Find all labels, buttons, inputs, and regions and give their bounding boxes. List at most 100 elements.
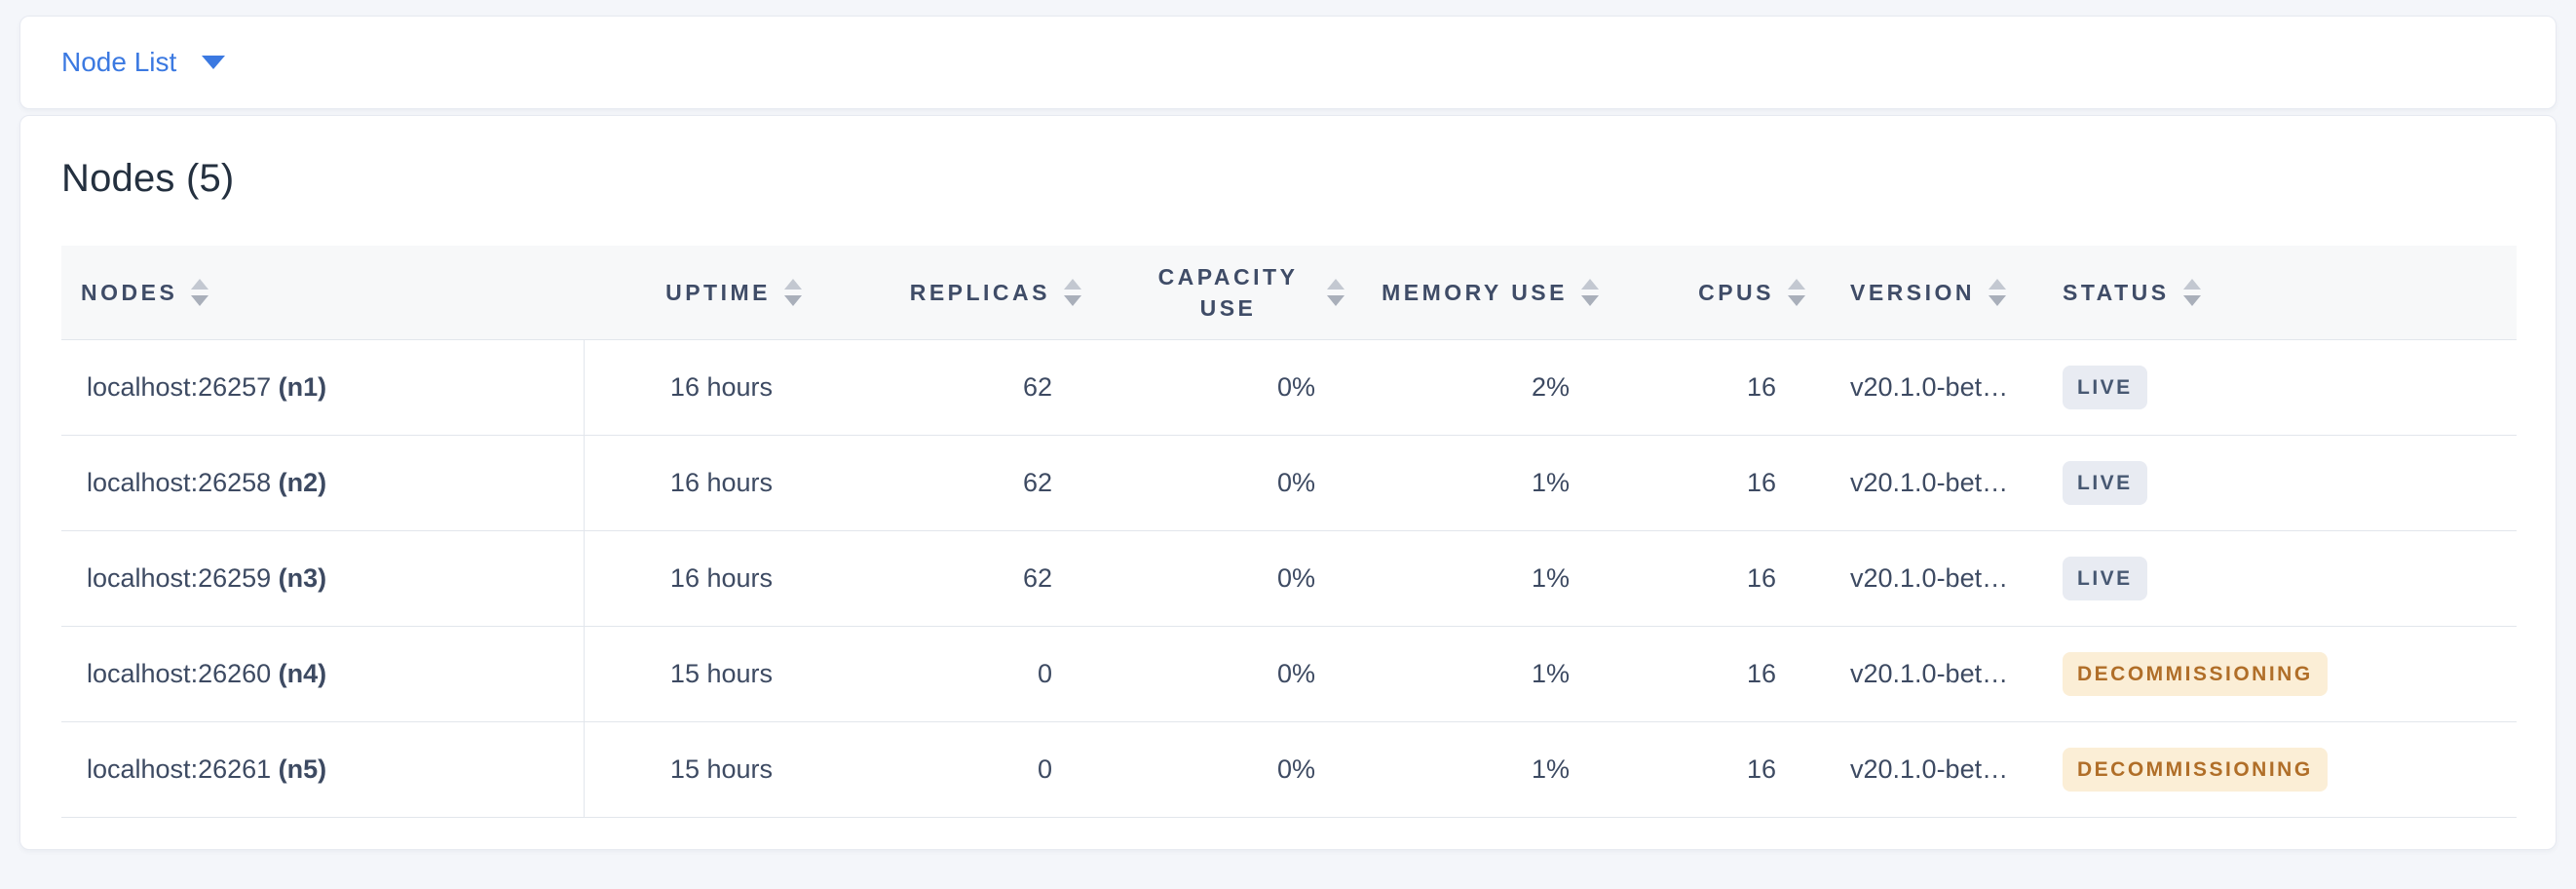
sort-ascending-icon: [191, 279, 209, 290]
node-address-cell: localhost:26257 (n1): [61, 340, 585, 436]
sort-descending-icon: [1064, 295, 1081, 306]
column-header-content: MEMORY USE: [1345, 279, 1599, 306]
node-row[interactable]: localhost:26257 (n1) 16 hours 62 0% 2% 16 v20.…: [61, 340, 2517, 436]
sort-icon[interactable]: [1327, 279, 1345, 306]
sort-descending-icon: [1788, 295, 1805, 306]
node-replicas-cell: 62: [802, 531, 1081, 627]
node-version-cell: v20.1.0-bet…: [1805, 531, 2051, 627]
status-badge: DECOMMISSIONING: [2063, 652, 2328, 696]
column-header-replicas[interactable]: REPLICAS: [802, 246, 1081, 340]
node-uptime-cell: 16 hours: [585, 436, 802, 531]
column-header-label: CPUS: [1698, 279, 1774, 305]
sort-icon[interactable]: [1788, 279, 1805, 306]
node-memory-use-cell: 2%: [1345, 340, 1599, 436]
column-header-uptime[interactable]: UPTIME: [585, 246, 802, 340]
column-header-label: VERSION: [1850, 279, 1976, 305]
table-header: NODES UPTIME REPLICAS CAPACITY USE MEMORY US…: [61, 246, 2517, 340]
sort-descending-icon: [1327, 295, 1345, 306]
column-header-memory_use[interactable]: MEMORY USE: [1345, 246, 1599, 340]
node-memory-use-cell: 1%: [1345, 531, 1599, 627]
node-capacity-use-cell: 0%: [1081, 531, 1345, 627]
sort-icon[interactable]: [784, 279, 802, 306]
node-status-cell: DECOMMISSIONING: [2051, 627, 2517, 722]
node-row[interactable]: localhost:26260 (n4) 15 hours 0 0% 1% 16 v20.1…: [61, 627, 2517, 722]
page-title: Nodes (5): [61, 157, 235, 200]
node-cpus-cell: 16: [1599, 340, 1805, 436]
node-row[interactable]: localhost:26259 (n3) 16 hours 62 0% 1% 16 v20.…: [61, 531, 2517, 627]
node-address: localhost:26259: [87, 563, 272, 593]
node-address: localhost:26260: [87, 659, 272, 688]
node-version-cell: v20.1.0-bet…: [1805, 722, 2051, 818]
sort-icon[interactable]: [1064, 279, 1081, 306]
column-header-status[interactable]: STATUS: [2051, 246, 2517, 340]
node-status-cell: DECOMMISSIONING: [2051, 722, 2517, 818]
node-version-cell: v20.1.0-bet…: [1805, 436, 2051, 531]
sort-ascending-icon: [2182, 279, 2201, 290]
sort-icon[interactable]: [1581, 279, 1599, 306]
sort-icon[interactable]: [191, 279, 209, 306]
node-list-dropdown[interactable]: Node List: [61, 47, 226, 78]
node-capacity-use-cell: 0%: [1081, 436, 1345, 531]
node-address: localhost:26261: [87, 754, 272, 784]
node-address: localhost:26258: [87, 468, 272, 497]
node-row[interactable]: localhost:26258 (n2) 16 hours 62 0% 1% 16 v20.…: [61, 436, 2517, 531]
column-header-version[interactable]: VERSION: [1805, 246, 2051, 340]
sort-ascending-icon: [1989, 279, 2007, 290]
column-header-label: NODES: [81, 279, 178, 305]
sort-ascending-icon: [1064, 279, 1081, 290]
node-uptime-cell: 16 hours: [585, 531, 802, 627]
node-cpus-cell: 16: [1599, 531, 1805, 627]
view-selector-bar: Node List: [19, 16, 2557, 109]
sort-ascending-icon: [1788, 279, 1805, 290]
node-id: (n4): [278, 659, 327, 688]
column-header-label: REPLICAS: [909, 279, 1050, 305]
column-header-nodes[interactable]: NODES: [61, 246, 585, 340]
node-cpus-cell: 16: [1599, 627, 1805, 722]
node-memory-use-cell: 1%: [1345, 627, 1599, 722]
node-version-cell: v20.1.0-bet…: [1805, 627, 2051, 722]
node-cpus-cell: 16: [1599, 722, 1805, 818]
column-header-content: STATUS: [2051, 279, 2517, 306]
sort-descending-icon: [2182, 295, 2201, 306]
status-badge: LIVE: [2063, 366, 2147, 409]
node-replicas-cell: 0: [802, 722, 1081, 818]
column-header-content: VERSION: [1805, 279, 2051, 306]
column-header-capacity_use[interactable]: CAPACITY USE: [1081, 246, 1345, 340]
node-address-cell: localhost:26260 (n4): [61, 627, 585, 722]
column-header-cpus[interactable]: CPUS: [1599, 246, 1805, 340]
caret-down-icon: [202, 56, 226, 69]
node-row[interactable]: localhost:26261 (n5) 15 hours 0 0% 1% 16 v20.1…: [61, 722, 2517, 818]
node-status-cell: LIVE: [2051, 436, 2517, 531]
sort-descending-icon: [1581, 295, 1599, 306]
status-badge: DECOMMISSIONING: [2063, 748, 2328, 792]
node-id: (n5): [278, 754, 327, 784]
node-list-dropdown-label: Node List: [61, 47, 177, 77]
node-address: localhost:26257: [87, 372, 272, 402]
node-address-cell: localhost:26259 (n3): [61, 531, 585, 627]
table-body: localhost:26257 (n1) 16 hours 62 0% 2% 16 v20.…: [61, 340, 2517, 818]
sort-descending-icon: [784, 295, 802, 306]
sort-descending-icon: [1989, 295, 2007, 306]
node-uptime-cell: 16 hours: [585, 340, 802, 436]
sort-icon[interactable]: [2182, 279, 2201, 306]
sort-ascending-icon: [784, 279, 802, 290]
node-status-cell: LIVE: [2051, 340, 2517, 436]
node-replicas-cell: 62: [802, 436, 1081, 531]
column-header-content: CPUS: [1599, 279, 1805, 306]
node-memory-use-cell: 1%: [1345, 436, 1599, 531]
node-capacity-use-cell: 0%: [1081, 722, 1345, 818]
sort-icon[interactable]: [1989, 279, 2007, 306]
node-memory-use-cell: 1%: [1345, 722, 1599, 818]
column-header-label: UPTIME: [665, 279, 771, 305]
column-header-label: STATUS: [2063, 279, 2170, 305]
node-version-cell: v20.1.0-bet…: [1805, 340, 2051, 436]
node-cpus-cell: 16: [1599, 436, 1805, 531]
node-capacity-use-cell: 0%: [1081, 340, 1345, 436]
node-uptime-cell: 15 hours: [585, 722, 802, 818]
status-badge: LIVE: [2063, 461, 2147, 505]
node-id: (n1): [278, 372, 327, 402]
column-header-content: REPLICAS: [802, 279, 1081, 306]
node-capacity-use-cell: 0%: [1081, 627, 1345, 722]
nodes-table: NODES UPTIME REPLICAS CAPACITY USE MEMORY US…: [61, 246, 2517, 818]
node-replicas-cell: 0: [802, 627, 1081, 722]
